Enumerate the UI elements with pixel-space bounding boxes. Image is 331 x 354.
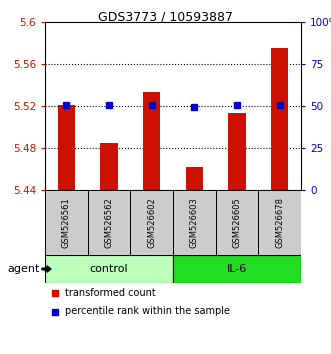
Bar xyxy=(88,190,130,255)
Bar xyxy=(173,255,301,283)
Text: percentile rank within the sample: percentile rank within the sample xyxy=(66,307,230,316)
Bar xyxy=(101,143,118,190)
Bar xyxy=(216,190,258,255)
Bar xyxy=(45,255,173,283)
Text: GSM526605: GSM526605 xyxy=(232,197,242,248)
Bar xyxy=(271,48,288,190)
Text: GSM526561: GSM526561 xyxy=(62,197,71,248)
Bar xyxy=(143,92,160,190)
Text: control: control xyxy=(90,264,128,274)
Text: GSM526603: GSM526603 xyxy=(190,197,199,248)
Bar xyxy=(258,190,301,255)
Bar xyxy=(228,113,246,190)
Text: agent: agent xyxy=(8,264,40,274)
Bar xyxy=(173,190,216,255)
Text: transformed count: transformed count xyxy=(66,287,156,297)
Text: GSM526562: GSM526562 xyxy=(105,197,114,248)
Bar xyxy=(45,190,88,255)
Text: GSM526602: GSM526602 xyxy=(147,197,156,248)
Text: GSM526678: GSM526678 xyxy=(275,197,284,248)
Bar xyxy=(130,190,173,255)
Text: GDS3773 / 10593887: GDS3773 / 10593887 xyxy=(98,10,233,23)
Text: IL-6: IL-6 xyxy=(227,264,247,274)
Bar xyxy=(58,105,75,190)
Bar xyxy=(186,167,203,190)
